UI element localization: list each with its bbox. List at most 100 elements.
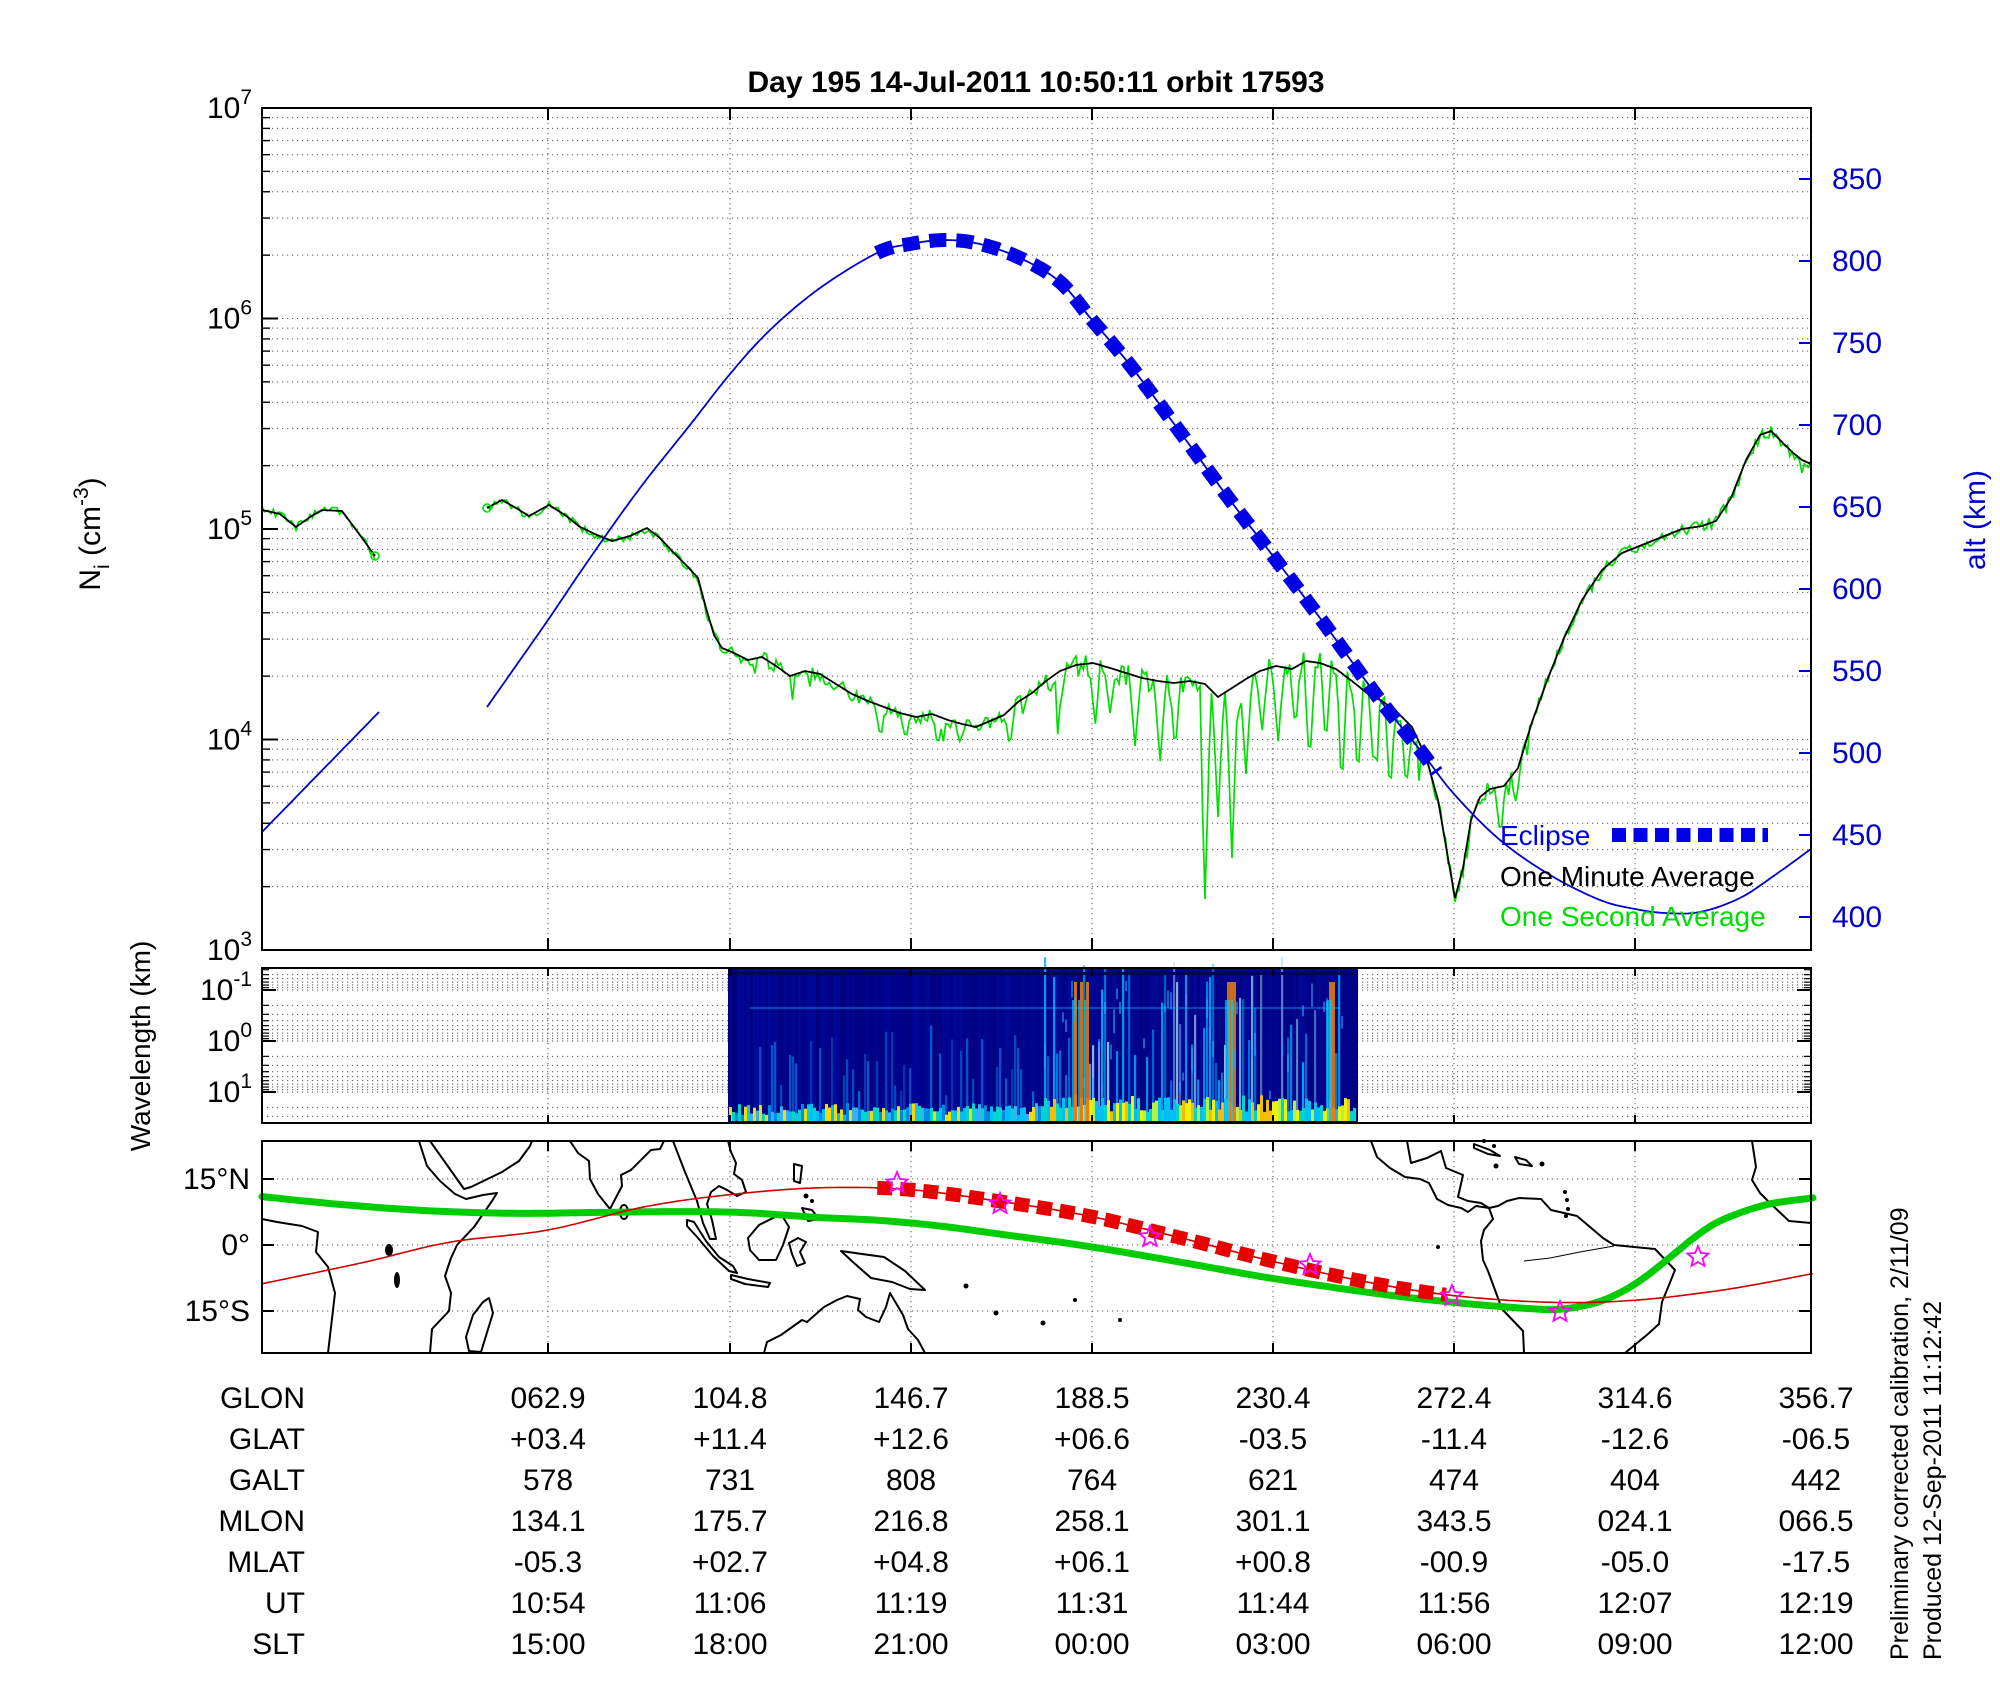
table-cell-glat: -03.5	[1239, 1423, 1307, 1456]
spectro-bottom-band	[1308, 1100, 1311, 1121]
spectro-col	[759, 970, 762, 1121]
spectro-streak	[960, 1050, 963, 1112]
table-cell-slt: 03:00	[1235, 1628, 1310, 1661]
wl-tick-label: 10-1	[200, 968, 252, 1007]
spectro-speckle	[1287, 1054, 1289, 1073]
spectro-streak	[1104, 967, 1107, 1106]
spectro-streak	[831, 1037, 834, 1106]
spectro-col	[1011, 970, 1014, 1121]
spectro-bottom-band	[1272, 1101, 1275, 1121]
spectro-col	[762, 970, 765, 1121]
spectro-col	[1242, 970, 1245, 1121]
spectro-col	[1095, 970, 1098, 1121]
spectro-streak	[1170, 1080, 1173, 1110]
spectro-col	[738, 970, 741, 1121]
spectro-col	[927, 970, 930, 1121]
spectro-col	[858, 970, 861, 1121]
spectro-bottom-band	[1182, 1100, 1185, 1121]
table-cell-slt: 18:00	[692, 1628, 767, 1661]
spectro-streak	[972, 1078, 975, 1104]
density-altitude-panel: 850 800 750 700 650 600 550 500 450 400 107 106 105 1…	[70, 86, 1882, 967]
spectro-bottom-band	[1044, 1098, 1047, 1121]
spectro-bottom-band	[825, 1103, 828, 1121]
spectro-streak	[1305, 1033, 1308, 1099]
table-cell-ut: 10:54	[510, 1587, 585, 1620]
spectro-col	[978, 970, 981, 1121]
spectro-streak	[864, 1054, 867, 1112]
table-cell-mlat: +04.8	[873, 1546, 949, 1579]
spectro-col	[1266, 970, 1269, 1121]
spectro-bottom-band	[945, 1114, 948, 1121]
spectro-bottom-band	[1116, 1102, 1119, 1121]
spectro-col	[1149, 970, 1152, 1121]
spectro-streak	[900, 1090, 903, 1110]
spectro-bottom-band	[822, 1109, 825, 1121]
spectro-top-edge	[728, 972, 1358, 975]
spectro-col	[963, 970, 966, 1121]
spectro-col	[1056, 970, 1059, 1121]
table-cell-mlat: -05.0	[1601, 1546, 1669, 1579]
spectro-speckle	[1281, 1045, 1283, 1057]
spectro-streak	[1203, 1028, 1206, 1099]
spectro-bottom-band	[942, 1104, 945, 1121]
spectro-col	[756, 970, 759, 1121]
lake	[385, 1244, 393, 1256]
spectro-col	[852, 970, 855, 1121]
spectro-col	[1311, 970, 1314, 1121]
table-row-label-slt: SLT	[252, 1628, 305, 1661]
spectro-bottom-band	[813, 1107, 816, 1121]
spectro-col	[876, 970, 879, 1121]
spectro-bottom-band	[1338, 1106, 1341, 1121]
spectro-col	[1293, 970, 1296, 1121]
spectro-speckle	[1269, 1090, 1271, 1100]
spectro-streak	[1185, 972, 1188, 1104]
spectro-col	[735, 970, 738, 1121]
table-cell-mlon: 258.1	[1054, 1505, 1129, 1538]
spectro-col	[1059, 970, 1062, 1121]
spectro-bottom-band	[846, 1103, 849, 1121]
lake	[394, 1272, 400, 1288]
spectro-bottom-band	[1062, 1097, 1065, 1121]
spectro-bottom-band	[975, 1108, 978, 1121]
spectro-bottom-band	[834, 1104, 837, 1121]
spectro-bottom-band	[861, 1109, 864, 1121]
spectro-bottom-band	[756, 1110, 759, 1121]
spectro-bottom-band	[837, 1113, 840, 1121]
one-minute-average-line	[486, 429, 1812, 899]
spectro-col	[993, 970, 996, 1121]
legend-eclipse-label: Eclipse	[1500, 820, 1590, 851]
spectro-bottom-band	[930, 1107, 933, 1121]
table-cell-glon: 146.7	[873, 1382, 948, 1415]
spectro-bottom-band	[1050, 1106, 1053, 1121]
spectro-streak	[1107, 1041, 1110, 1101]
panel2-border	[261, 967, 1812, 1124]
spectro-bottom-band	[966, 1105, 969, 1121]
spectro-bottom-band	[1257, 1104, 1260, 1121]
spectro-col	[753, 970, 756, 1121]
star-marker	[987, 1190, 1013, 1215]
spectro-col	[924, 970, 927, 1121]
spectro-bottom-band	[801, 1103, 804, 1121]
spectro-bottom-band	[732, 1112, 735, 1121]
spectro-streak	[1072, 1000, 1074, 1121]
spectro-col	[741, 970, 744, 1121]
spectro-streak	[1020, 1069, 1023, 1108]
spectro-streak	[1212, 963, 1215, 1100]
spectro-col	[1146, 970, 1149, 1121]
spectro-bottom-band	[1347, 1099, 1350, 1121]
spectro-col	[816, 970, 819, 1121]
spectro-col	[969, 970, 972, 1121]
spectro-streak	[858, 1090, 861, 1109]
spectro-streak	[771, 1045, 774, 1112]
spectro-streak	[1197, 1079, 1200, 1105]
star-marker	[1685, 1243, 1711, 1268]
spectro-streak	[1248, 1040, 1251, 1100]
island-dot	[810, 1199, 814, 1203]
table-row-label-ut: UT	[265, 1587, 305, 1620]
spectro-speckle	[1119, 1001, 1121, 1014]
spectro-col	[1275, 970, 1278, 1121]
spectro-bottom-band	[741, 1114, 744, 1121]
spectro-col	[786, 970, 789, 1121]
spectro-col	[780, 970, 783, 1121]
spectro-streak	[885, 1031, 888, 1111]
